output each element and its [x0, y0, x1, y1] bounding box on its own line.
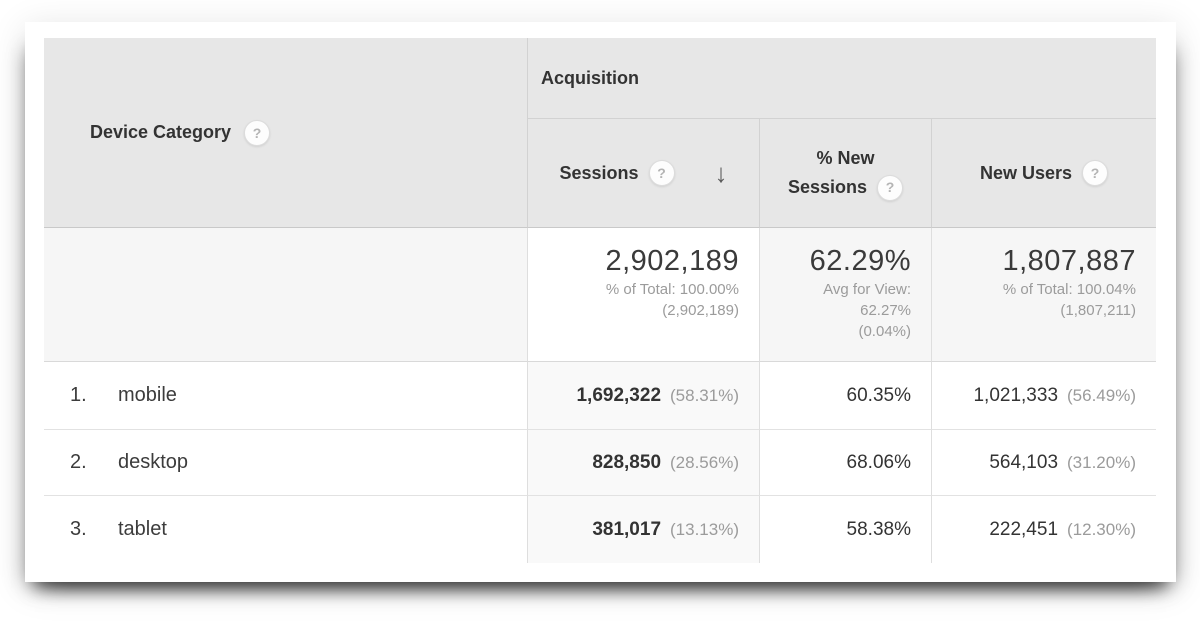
row-label-mobile: mobile [118, 384, 177, 406]
table-row-desktop-label-cell: 2. desktop [44, 430, 528, 496]
table-row-tablet-label-cell: 3. tablet [44, 496, 528, 563]
sessions-help-icon[interactable]: ? [648, 160, 675, 186]
summary-sessions-pct-of-total: % of Total: 100.00% [605, 281, 739, 298]
summary-new-sessions-value: 62.29% [809, 245, 911, 277]
analytics-table-card: Device Category ? Acquisition Sessions ?… [25, 22, 1176, 582]
new-sessions-header-line2: Sessions [787, 177, 868, 197]
tablet-new-users-pct: (12.30%) [1067, 519, 1136, 539]
row-label-desktop: desktop [118, 451, 189, 473]
tablet-sessions-value: 381,017 [592, 518, 662, 540]
mobile-new-users-pct: (56.49%) [1067, 385, 1136, 405]
tablet-sessions-pct: (13.13%) [670, 519, 739, 539]
column-header-sessions[interactable]: Sessions ? ↓ [528, 119, 760, 228]
group-header-cell: Acquisition [528, 38, 1156, 119]
summary-sessions-cell: 2,902,189 % of Total: 100.00% (2,902,189… [528, 228, 760, 362]
sort-descending-icon: ↓ [714, 158, 728, 188]
mobile-new-users-cell: 1,021,333 (56.49%) [932, 362, 1156, 430]
summary-sessions-value: 2,902,189 [605, 245, 739, 277]
summary-new-users-value: 1,807,887 [1002, 245, 1136, 277]
summary-new-sessions-avg-value: 62.27% [860, 302, 911, 319]
table-row-mobile-label-cell: 1. mobile [44, 362, 528, 430]
sessions-header-label: Sessions [559, 162, 639, 183]
row-index: 1. [70, 384, 87, 406]
group-header-label: Acquisition [541, 67, 639, 88]
mobile-sessions-value: 1,692,322 [576, 384, 662, 406]
row-index: 2. [70, 451, 87, 473]
tablet-new-users-cell: 222,451 (12.30%) [932, 496, 1156, 563]
tablet-new-sessions-cell: 58.38% [760, 496, 932, 563]
summary-dimension-cell [44, 228, 528, 362]
summary-new-users-total: (1,807,211) [1060, 302, 1136, 319]
mobile-new-sessions-cell: 60.35% [760, 362, 932, 430]
desktop-sessions-value: 828,850 [592, 451, 662, 473]
summary-new-sessions-delta: (0.04%) [858, 323, 911, 340]
summary-sessions-total: (2,902,189) [662, 302, 739, 319]
new-sessions-help-icon[interactable]: ? [877, 174, 904, 201]
column-header-new-users[interactable]: New Users ? [932, 119, 1156, 228]
dimension-header-cell: Device Category ? [44, 38, 528, 228]
desktop-sessions-pct: (28.56%) [670, 452, 739, 472]
device-category-help-icon[interactable]: ? [244, 119, 271, 146]
row-index: 3. [70, 518, 87, 540]
summary-new-users-cell: 1,807,887 % of Total: 100.04% (1,807,211… [932, 228, 1156, 362]
summary-new-users-pct-of-total: % of Total: 100.04% [1002, 281, 1136, 298]
column-header-new-sessions[interactable]: % New Sessions ? [760, 119, 932, 228]
dimension-header-label: Device Category [90, 122, 232, 142]
new-users-help-icon[interactable]: ? [1082, 160, 1109, 186]
desktop-new-sessions-value: 68.06% [846, 451, 911, 473]
desktop-sessions-cell: 828,850 (28.56%) [528, 430, 760, 496]
mobile-new-users-value: 1,021,333 [973, 384, 1059, 406]
summary-new-sessions-cell: 62.29% Avg for View: 62.27% (0.04%) [760, 228, 932, 362]
mobile-sessions-pct: (58.31%) [670, 385, 739, 405]
new-users-header-label: New Users [979, 162, 1073, 183]
desktop-new-sessions-cell: 68.06% [760, 430, 932, 496]
desktop-new-users-pct: (31.20%) [1067, 452, 1136, 472]
new-sessions-header-line1: % New [816, 148, 875, 168]
tablet-new-sessions-value: 58.38% [846, 518, 911, 540]
mobile-sessions-cell: 1,692,322 (58.31%) [528, 362, 760, 430]
desktop-new-users-cell: 564,103 (31.20%) [932, 430, 1156, 496]
mobile-new-sessions-value: 60.35% [846, 384, 911, 406]
tablet-sessions-cell: 381,017 (13.13%) [528, 496, 760, 563]
summary-new-sessions-avg-label: Avg for View: [823, 281, 911, 298]
row-label-tablet: tablet [118, 518, 167, 540]
tablet-new-users-value: 222,451 [989, 518, 1059, 540]
device-category-table: Device Category ? Acquisition Sessions ?… [44, 38, 1156, 563]
desktop-new-users-value: 564,103 [989, 451, 1059, 473]
